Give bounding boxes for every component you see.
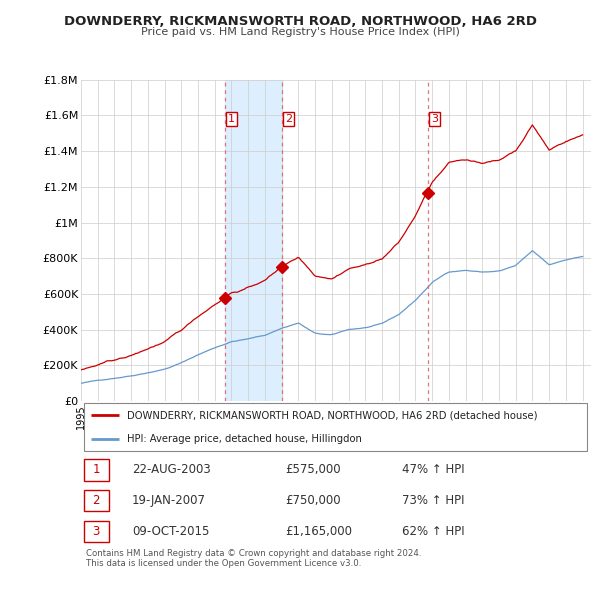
Text: 3: 3 bbox=[431, 114, 438, 124]
Text: DOWNDERRY, RICKMANSWORTH ROAD, NORTHWOOD, HA6 2RD (detached house): DOWNDERRY, RICKMANSWORTH ROAD, NORTHWOOD… bbox=[127, 410, 538, 420]
Text: 09-OCT-2015: 09-OCT-2015 bbox=[132, 525, 209, 538]
Text: £575,000: £575,000 bbox=[285, 463, 341, 476]
FancyBboxPatch shape bbox=[83, 459, 109, 480]
Text: 3: 3 bbox=[92, 525, 100, 538]
Text: 62% ↑ HPI: 62% ↑ HPI bbox=[403, 525, 465, 538]
Text: DOWNDERRY, RICKMANSWORTH ROAD, NORTHWOOD, HA6 2RD: DOWNDERRY, RICKMANSWORTH ROAD, NORTHWOOD… bbox=[64, 15, 536, 28]
Text: 73% ↑ HPI: 73% ↑ HPI bbox=[403, 494, 465, 507]
Text: Contains HM Land Registry data © Crown copyright and database right 2024.
This d: Contains HM Land Registry data © Crown c… bbox=[86, 549, 422, 568]
FancyBboxPatch shape bbox=[83, 490, 109, 512]
FancyBboxPatch shape bbox=[83, 521, 109, 542]
Text: HPI: Average price, detached house, Hillingdon: HPI: Average price, detached house, Hill… bbox=[127, 434, 362, 444]
Text: 1: 1 bbox=[92, 463, 100, 476]
Text: 19-JAN-2007: 19-JAN-2007 bbox=[132, 494, 206, 507]
Text: £750,000: £750,000 bbox=[285, 494, 341, 507]
Text: 22-AUG-2003: 22-AUG-2003 bbox=[132, 463, 211, 476]
Text: 47% ↑ HPI: 47% ↑ HPI bbox=[403, 463, 465, 476]
Text: £1,165,000: £1,165,000 bbox=[285, 525, 352, 538]
Text: 1: 1 bbox=[228, 114, 235, 124]
Text: 2: 2 bbox=[285, 114, 292, 124]
Bar bbox=[226, 80, 283, 401]
FancyBboxPatch shape bbox=[83, 403, 587, 451]
Text: Price paid vs. HM Land Registry's House Price Index (HPI): Price paid vs. HM Land Registry's House … bbox=[140, 27, 460, 37]
Text: 2: 2 bbox=[92, 494, 100, 507]
